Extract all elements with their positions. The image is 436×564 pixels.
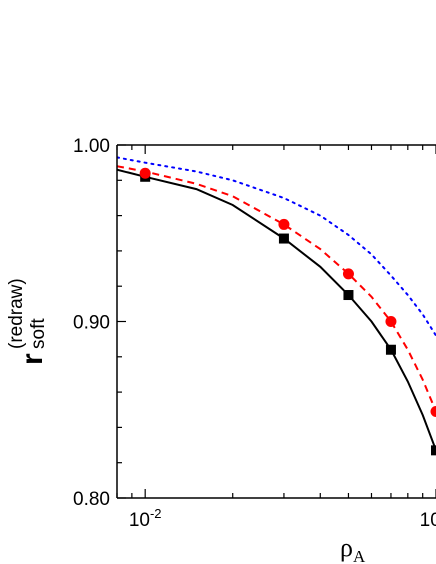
y-axis-label: r (redraw) soft — [6, 278, 49, 365]
x-axis-label: ρA — [340, 533, 366, 564]
series-line-dotted — [117, 156, 436, 337]
y-tick-label: 0.80 — [73, 489, 110, 510]
data-point-circle — [385, 316, 397, 327]
y-axis-label-subscript: soft — [28, 318, 49, 349]
y-tick-label: 0.90 — [73, 313, 110, 334]
data-point-circle — [342, 268, 354, 280]
x-tick-label: 10-1 — [420, 506, 436, 531]
data-point-circle — [278, 218, 290, 230]
data-point-square — [385, 344, 396, 355]
data-point-square — [431, 445, 436, 456]
data-point-circle — [139, 167, 151, 179]
y-axis-label-superscript: (redraw) — [6, 278, 27, 349]
data-point-square — [278, 233, 289, 244]
y-tick-label: 1.00 — [73, 136, 110, 157]
x-tick-label: 10-2 — [129, 506, 162, 531]
data-point-circle — [430, 406, 436, 418]
y-axis-label-main: r — [16, 353, 49, 365]
data-point-square — [343, 290, 354, 301]
series-line-solid — [117, 168, 436, 451]
series-line-dashed — [117, 165, 436, 412]
